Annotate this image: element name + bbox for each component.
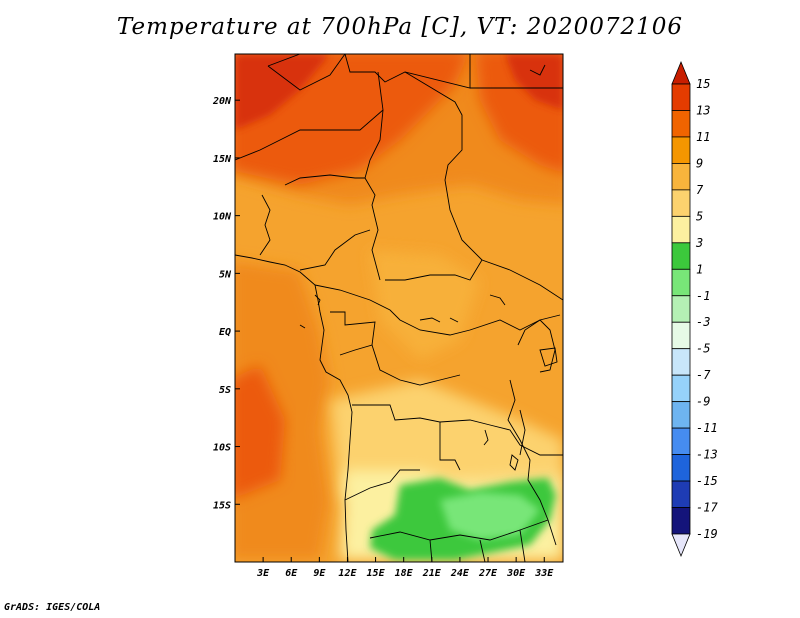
colorbar-label: -3	[696, 315, 710, 329]
lon-tick-label: 24E	[450, 568, 470, 579]
latitude-axis: 20N 15N 10N 5N EQ 5S 10S 15S	[212, 96, 240, 511]
colorbar-label: 15	[696, 77, 710, 91]
colorbar-label: -11	[696, 421, 718, 435]
temperature-field	[235, 54, 563, 562]
colorbar-segment	[671, 401, 691, 429]
lon-tick-label: 21E	[422, 568, 442, 579]
lat-tick-label: 10N	[213, 212, 232, 223]
map-frame	[234, 53, 564, 563]
colorbar-segment	[671, 374, 691, 403]
colorbar-segment	[671, 215, 691, 244]
lat-tick-label: EQ	[219, 327, 231, 338]
lon-tick-label: 18E	[395, 568, 414, 579]
lon-tick-label: 12E	[338, 568, 357, 579]
colorbar-label: 3	[695, 236, 703, 250]
colorbar-label: -13	[696, 448, 718, 462]
colorbar-segment	[671, 60, 691, 85]
lat-tick-label: 20N	[212, 96, 232, 107]
colorbar-segment	[671, 268, 691, 297]
colorbar-label: -7	[696, 368, 711, 382]
colorbar-label: 1	[696, 262, 703, 276]
colorbar-label: -19	[696, 527, 718, 541]
lat-tick-label: 15S	[213, 500, 231, 511]
colorbar-segment	[671, 480, 691, 508]
colorbar-segment	[671, 136, 691, 164]
colorbar: 15 13 11 9 7 5 3 1 -1 -3 -5 -7 -9 -11 -13 -15 -17 -19	[671, 60, 718, 558]
colorbar-label: -1	[696, 289, 710, 303]
lat-tick-label: 5N	[219, 269, 232, 280]
colorbar-segment	[671, 507, 691, 535]
colorbar-segment	[671, 348, 691, 376]
colorbar-segment	[671, 110, 691, 138]
lon-tick-label: 27E	[478, 568, 498, 579]
lon-tick-label: 3E	[256, 568, 270, 579]
colorbar-segment	[671, 427, 691, 455]
lon-tick-label: 15E	[367, 568, 386, 579]
lon-tick-label: 6E	[285, 568, 298, 579]
colorbar-label: 7	[696, 183, 704, 197]
colorbar-segment	[671, 163, 691, 191]
colorbar-segment	[671, 295, 691, 323]
lon-tick-label: 33E	[534, 568, 554, 579]
colorbar-label: -9	[696, 395, 710, 409]
map-title: Temperature at 700hPa [C], VT: 202007210…	[116, 14, 684, 40]
colorbar-label: 13	[696, 103, 710, 117]
colorbar-segment	[671, 83, 691, 111]
colorbar-segment	[671, 189, 691, 217]
colorbar-segment	[671, 533, 691, 558]
colorbar-label: 9	[696, 156, 703, 170]
longitude-axis: 3E 6E 9E 12E 15E 18E 21E 24E 27E 30E 33E	[256, 557, 554, 579]
colorbar-segment	[671, 242, 691, 270]
lat-tick-label: 5S	[219, 385, 231, 396]
lat-tick-label: 10S	[213, 443, 231, 454]
colorbar-segment	[671, 454, 691, 482]
colorbar-segment	[671, 321, 691, 350]
colorbar-label: 5	[696, 209, 703, 223]
colorbar-label: 11	[696, 130, 710, 144]
lon-tick-label: 30E	[506, 568, 526, 579]
country-borders	[235, 54, 563, 562]
credit-label: GrADS: IGES/COLA	[4, 602, 101, 613]
colorbar-label: -15	[696, 474, 718, 488]
colorbar-label: -5	[696, 342, 710, 356]
lon-tick-label: 9E	[313, 568, 326, 579]
colorbar-label: -17	[696, 501, 718, 515]
lat-tick-label: 15N	[213, 154, 232, 165]
